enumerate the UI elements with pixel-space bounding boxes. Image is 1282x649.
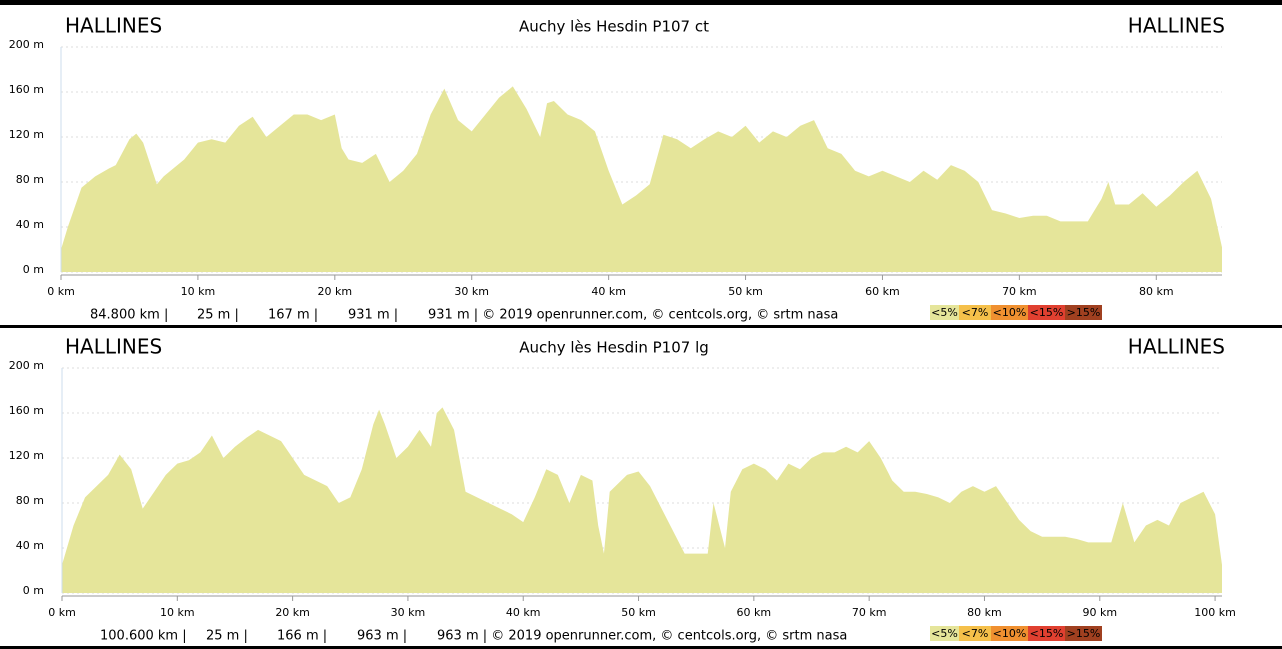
- x-tick-label: 50 km: [621, 606, 656, 619]
- y-tick-label: 0 m: [23, 584, 44, 597]
- stat: 166 m |: [277, 629, 327, 644]
- x-tick-label: 20 km: [275, 606, 310, 619]
- legend-label: <15%: [1030, 306, 1064, 319]
- legend-label: >15%: [1067, 627, 1101, 640]
- x-tick-label: 50 km: [728, 285, 763, 298]
- legend-swatch: [1028, 305, 1065, 320]
- x-tick-label: 0 km: [47, 285, 75, 298]
- legend-swatch: [930, 305, 959, 320]
- stat: 963 m | © 2019 openrunner.com, © centcol…: [437, 629, 847, 644]
- x-tick-label: 20 km: [318, 285, 353, 298]
- y-tick-label: 40 m: [16, 539, 44, 552]
- x-tick-label: 70 km: [1002, 285, 1037, 298]
- y-tick-label: 40 m: [16, 218, 44, 231]
- y-tick-label: 160 m: [9, 404, 44, 417]
- elevation-area: [61, 86, 1222, 272]
- legend-label: <5%: [931, 627, 958, 640]
- y-tick-label: 120 m: [9, 449, 44, 462]
- elevation-area: [62, 407, 1222, 593]
- x-tick-label: 80 km: [1139, 285, 1174, 298]
- header-left: HALLINES: [65, 14, 162, 38]
- legend-label: <5%: [931, 306, 958, 319]
- x-tick-label: 10 km: [160, 606, 195, 619]
- legend-swatch: [959, 626, 991, 641]
- stat: 84.800 km |: [90, 308, 168, 323]
- legend-label: <7%: [962, 306, 989, 319]
- stat: 931 m | © 2019 openrunner.com, © centcol…: [428, 308, 838, 323]
- stat: 25 m |: [197, 308, 239, 323]
- header-right: HALLINES: [1128, 14, 1225, 38]
- legend-swatch: [959, 305, 991, 320]
- x-tick-label: 80 km: [967, 606, 1002, 619]
- x-tick-label: 90 km: [1082, 606, 1117, 619]
- legend-label: <7%: [962, 627, 989, 640]
- x-tick-label: 40 km: [506, 606, 541, 619]
- y-tick-label: 80 m: [16, 494, 44, 507]
- stat: 100.600 km |: [100, 629, 187, 644]
- x-tick-label: 10 km: [181, 285, 216, 298]
- legend-swatch: [930, 626, 959, 641]
- legend-label: <10%: [993, 306, 1027, 319]
- chart-title: Auchy lès Hesdin P107 ct: [519, 18, 709, 36]
- legend-label: <10%: [993, 627, 1027, 640]
- separator: [0, 325, 1282, 328]
- x-tick-label: 30 km: [391, 606, 426, 619]
- legend-label: >15%: [1067, 306, 1101, 319]
- y-tick-label: 80 m: [16, 173, 44, 186]
- header-left: HALLINES: [65, 335, 162, 359]
- stat: 963 m |: [357, 629, 407, 644]
- legend-swatch: [1065, 626, 1102, 641]
- x-tick-label: 60 km: [737, 606, 772, 619]
- x-tick-label: 100 km: [1194, 606, 1236, 619]
- header-right: HALLINES: [1128, 335, 1225, 359]
- legend-swatch: [991, 626, 1028, 641]
- legend-swatch: [991, 305, 1028, 320]
- chart-title: Auchy lès Hesdin P107 lg: [519, 339, 709, 357]
- x-tick-label: 0 km: [48, 606, 76, 619]
- stat: 931 m |: [348, 308, 398, 323]
- x-tick-label: 60 km: [865, 285, 900, 298]
- y-tick-label: 160 m: [9, 83, 44, 96]
- legend-swatch: [1065, 305, 1102, 320]
- y-tick-label: 0 m: [23, 263, 44, 276]
- stat: 167 m |: [268, 308, 318, 323]
- x-tick-label: 30 km: [454, 285, 489, 298]
- x-tick-label: 70 km: [852, 606, 887, 619]
- top-border: [0, 0, 1282, 5]
- legend-swatch: [1028, 626, 1065, 641]
- y-tick-label: 200 m: [9, 38, 44, 51]
- stat: 25 m |: [206, 629, 248, 644]
- x-tick-label: 40 km: [591, 285, 626, 298]
- bottom-border: [0, 646, 1282, 649]
- y-tick-label: 120 m: [9, 128, 44, 141]
- y-tick-label: 200 m: [9, 359, 44, 372]
- legend-label: <15%: [1030, 627, 1064, 640]
